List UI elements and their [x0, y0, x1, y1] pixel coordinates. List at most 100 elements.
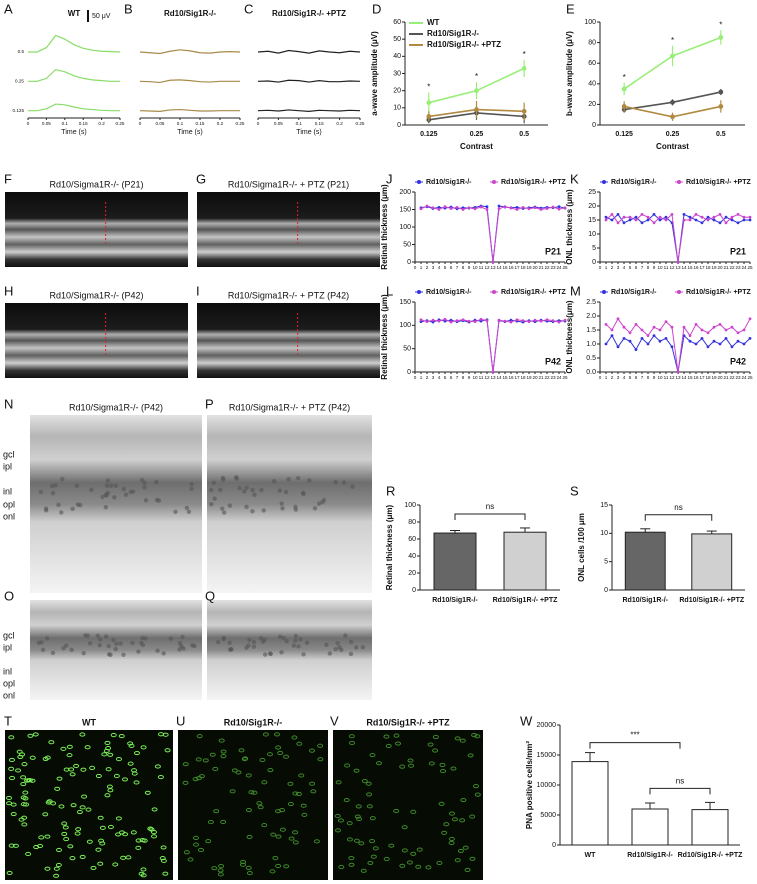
x-axis-label: Contrast [460, 142, 493, 151]
cell [144, 790, 151, 795]
cell [112, 862, 119, 867]
cell [291, 735, 298, 740]
legend-label: Rd10/Sig1R-/- [426, 289, 472, 296]
y-axis-label: ONL thickness (μm) [565, 189, 574, 265]
y-tick-label: 20000 [537, 722, 557, 729]
y-tick-label: 80 [588, 39, 596, 46]
x-tick-label: 11 [479, 265, 484, 270]
nucleus [130, 489, 136, 494]
x-tick-label: 2 [426, 265, 429, 270]
image-caption: Rd10/Sigma1R-/- (P21) [49, 179, 143, 189]
cell [366, 792, 373, 797]
trace [139, 108, 240, 113]
panel-label: D [372, 1, 381, 16]
cell [37, 843, 44, 849]
nucleus [333, 479, 338, 485]
nucleus [89, 487, 94, 492]
nucleus [291, 643, 297, 648]
cell [251, 790, 258, 795]
series-label: 0.25 [15, 79, 24, 84]
x-tick-label: 0.1 [296, 121, 303, 126]
significance: * [623, 73, 626, 82]
cell [133, 780, 140, 785]
cell [395, 741, 402, 746]
y-axis-label: Retinal thickness (μm) [380, 184, 389, 270]
y-tick-label: 80 [408, 519, 416, 526]
point [621, 104, 627, 109]
trace [28, 103, 120, 112]
y-tick-label: 150 [399, 206, 411, 213]
point [634, 215, 638, 219]
nucleus [108, 652, 113, 658]
x-tick-label: 8 [462, 375, 465, 380]
bracket [454, 513, 526, 520]
cell [287, 781, 294, 786]
panel-label: O [4, 588, 14, 603]
image [333, 730, 483, 880]
legend-label: Rd10/Sig1R-/- [426, 179, 472, 186]
cell [287, 801, 294, 807]
nucleus [227, 640, 232, 646]
point [670, 213, 674, 216]
cell [118, 733, 125, 739]
point [545, 318, 549, 322]
cell [399, 764, 406, 769]
cell [122, 832, 129, 837]
nucleus [139, 477, 145, 483]
cell [90, 865, 97, 871]
y-tick-label: 10 [600, 530, 608, 537]
nucleus [113, 483, 118, 488]
cell [84, 745, 91, 750]
point [616, 213, 620, 216]
cell [135, 845, 142, 850]
image [207, 600, 372, 700]
significance: * [427, 82, 430, 91]
cell [256, 801, 263, 806]
nucleus [154, 479, 159, 485]
cell [63, 836, 70, 842]
cell [292, 840, 299, 845]
point [730, 325, 734, 329]
cell [257, 805, 264, 810]
annotation: ns [676, 777, 684, 786]
point [604, 323, 608, 326]
point [503, 205, 507, 209]
cell [115, 832, 122, 837]
y-tick-label: 50 [403, 346, 411, 353]
cell [205, 839, 212, 844]
x-tick-label: 13 [675, 375, 681, 380]
cell [346, 837, 353, 842]
cell [140, 745, 147, 750]
nucleus [184, 505, 190, 511]
cell [211, 866, 218, 871]
point [419, 318, 423, 322]
image-caption: Rd10/Sigma1R-/- (P42) [49, 290, 143, 300]
point [700, 215, 704, 219]
cell [79, 805, 86, 810]
x-tick-label: 25 [562, 375, 568, 380]
nucleus [95, 633, 100, 638]
point [437, 208, 441, 211]
nucleus [105, 478, 110, 483]
cell [262, 732, 269, 737]
point [742, 342, 746, 346]
point [616, 345, 620, 349]
nucleus [114, 641, 119, 647]
cell [361, 779, 368, 784]
point [622, 221, 626, 225]
point [426, 114, 432, 119]
cell [415, 864, 422, 869]
x-tick-label: 0.05 [274, 121, 283, 126]
cell [195, 757, 202, 762]
image-caption: Rd10/Sigma1R-/- (P42) [69, 402, 163, 412]
significance: * [475, 72, 478, 81]
point [664, 337, 668, 340]
cell [239, 862, 246, 867]
x-tick-label: 24 [556, 265, 562, 270]
point [718, 342, 722, 346]
cell [275, 745, 282, 750]
trace [139, 79, 240, 84]
nucleus [250, 509, 255, 514]
x-tick-label: 23 [735, 375, 741, 380]
